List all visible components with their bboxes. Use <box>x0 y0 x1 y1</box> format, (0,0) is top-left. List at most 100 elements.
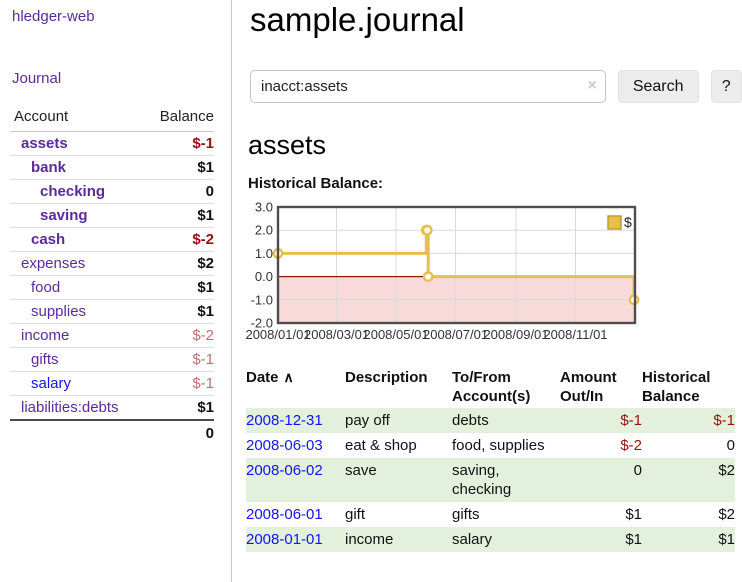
sidebar-account-bank[interactable]: bank <box>31 159 67 176</box>
transaction-amount: 0 <box>633 462 642 479</box>
chart-marker <box>421 224 433 236</box>
transaction-amount: $-1 <box>620 412 642 429</box>
account-balance: $-2 <box>192 327 214 344</box>
transaction-description: income <box>345 531 394 548</box>
account-row: liabilities:debts $1 <box>10 396 214 419</box>
account-row: gifts $-1 <box>10 348 214 372</box>
sidebar-item-journal[interactable]: Journal <box>12 70 62 87</box>
sort-ascending-icon: ∧ <box>283 369 294 385</box>
column-header-amount: Amount Out/In <box>560 369 617 405</box>
legend-swatch <box>607 215 622 230</box>
search-input[interactable] <box>250 70 606 103</box>
y-axis-tick-label: -2.0 <box>251 316 273 331</box>
help-button[interactable]: ? <box>710 70 742 103</box>
transaction-balance: $2 <box>718 462 735 479</box>
register-row: 2008-06-02 save saving, checking 0 $2 <box>246 458 735 502</box>
transaction-date-link[interactable]: 2008-12-31 <box>246 412 323 429</box>
accounts-column-header: Account <box>14 108 69 125</box>
register-row: 2008-06-03 eat & shop food, supplies $-2… <box>246 433 735 458</box>
account-row: cash $-2 <box>10 228 214 252</box>
sidebar-account-liabilities-debts[interactable]: liabilities:debts <box>21 399 119 416</box>
transaction-description: save <box>345 462 377 479</box>
transaction-date-link[interactable]: 2008-06-03 <box>246 437 323 454</box>
search-form: × Search ? <box>250 70 742 103</box>
account-row: checking 0 <box>10 180 214 204</box>
sidebar-account-expenses[interactable]: expenses <box>21 255 86 272</box>
account-balance: $1 <box>197 303 214 320</box>
y-axis-tick-label: 2.0 <box>255 223 273 238</box>
page-title: sample.journal <box>250 1 465 38</box>
transaction-balance: $2 <box>718 506 735 523</box>
register-row: 2008-12-31 pay off debts $-1 $-1 <box>246 408 735 433</box>
account-balance: $1 <box>197 279 214 296</box>
x-axis-tick-label: 2008/05/01 <box>363 327 428 342</box>
balance-column-header: Balance <box>159 108 214 125</box>
transaction-date-link[interactable]: 2008-01-01 <box>246 531 323 548</box>
legend-label: $ <box>624 214 632 230</box>
account-balance: $-1 <box>192 375 214 392</box>
transaction-amount: $-2 <box>620 437 642 454</box>
chart-title: Historical Balance: <box>248 175 384 192</box>
register-table: Date ∧ Description To/From Account(s) Amo… <box>246 366 735 552</box>
transaction-amount: $1 <box>625 506 642 523</box>
transaction-description: eat & shop <box>345 437 417 454</box>
account-balance: $2 <box>197 255 214 272</box>
x-axis-tick-label: 2008/01/01 <box>246 327 311 342</box>
main-content: sample.journal × Search ? assets Histori… <box>246 0 742 552</box>
sidebar-account-assets[interactable]: assets <box>21 135 68 152</box>
account-row: income $-2 <box>10 324 214 348</box>
sidebar: hledger-web Journal Account Balance asse… <box>0 0 232 582</box>
accounts-tree-header: Account Balance <box>10 106 214 132</box>
account-balance: $1 <box>197 207 214 224</box>
y-axis-tick-label: 1.0 <box>255 246 273 261</box>
brand-link[interactable]: hledger-web <box>12 8 95 25</box>
account-balance: $1 <box>197 159 214 176</box>
column-header-balance: Historical Balance <box>642 369 711 405</box>
clear-search-icon[interactable]: × <box>587 77 597 94</box>
sidebar-account-gifts[interactable]: gifts <box>31 351 59 368</box>
account-balance: $1 <box>197 399 214 416</box>
transaction-description: gift <box>345 506 366 523</box>
transaction-amount: $1 <box>625 531 642 548</box>
account-row: saving $1 <box>10 204 214 228</box>
column-header-date[interactable]: Date ∧ <box>246 369 294 386</box>
transaction-date-link[interactable]: 2008-06-02 <box>246 462 323 479</box>
x-axis-tick-label: 2008/09/01 <box>483 327 548 342</box>
x-axis-tick-label: 2008/03/01 <box>304 327 369 342</box>
sidebar-account-cash[interactable]: cash <box>31 231 66 248</box>
transaction-description: pay off <box>345 412 390 429</box>
y-axis-tick-label: -1.0 <box>251 292 273 307</box>
account-balance: $-1 <box>192 135 214 152</box>
sidebar-account-supplies[interactable]: supplies <box>31 303 87 320</box>
chart-marker <box>422 271 434 283</box>
accounts-tree: Account Balance assets $-1 bank $1 check… <box>10 106 214 445</box>
register-row: 2008-01-01 income salary $1 $1 <box>246 527 735 552</box>
account-page-title: assets <box>248 130 327 160</box>
search-button[interactable]: Search <box>617 70 699 103</box>
sidebar-account-salary[interactable]: salary <box>31 375 72 392</box>
register-header-row: Date ∧ Description To/From Account(s) Amo… <box>246 366 735 408</box>
transaction-accounts: food, supplies <box>452 437 545 454</box>
sidebar-account-income[interactable]: income <box>21 327 70 344</box>
sidebar-account-saving[interactable]: saving <box>40 207 88 224</box>
sidebar-account-food[interactable]: food <box>31 279 61 296</box>
account-row: assets $-1 <box>10 132 214 156</box>
accounts-total-row: 0 <box>10 419 214 445</box>
account-row: salary $-1 <box>10 372 214 396</box>
transaction-accounts: gifts <box>452 506 480 523</box>
account-balance: $-2 <box>192 231 214 248</box>
account-balance: $-1 <box>192 351 214 368</box>
account-row: supplies $1 <box>10 300 214 324</box>
account-row: bank $1 <box>10 156 214 180</box>
transaction-date-link[interactable]: 2008-06-01 <box>246 506 323 523</box>
account-balance: 0 <box>205 183 214 200</box>
transaction-accounts: salary <box>452 531 493 548</box>
x-axis-tick-label: 2008/11/01 <box>543 327 607 342</box>
plot-border <box>276 205 637 325</box>
transaction-balance: $-1 <box>713 412 735 429</box>
account-row: expenses $2 <box>10 252 214 276</box>
sidebar-account-checking[interactable]: checking <box>40 183 106 200</box>
transaction-balance: $1 <box>718 531 735 548</box>
x-axis-tick-label: 2008/07/01 <box>423 327 488 342</box>
accounts-total: 0 <box>205 424 214 442</box>
